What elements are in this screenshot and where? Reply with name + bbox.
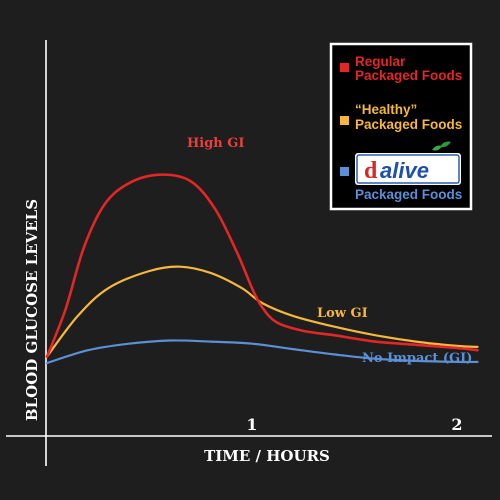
y-axis-title: BLOOD GLUCOSE LEVELS [23, 199, 41, 421]
annotation-no-impact: No Impact (GI) [362, 351, 472, 366]
dalive-logo: d alive [355, 141, 461, 185]
dalive-logo-d: d [364, 158, 378, 184]
legend-label-healthy-line2: Packaged Foods [355, 117, 462, 132]
legend-swatch-healthy [340, 116, 349, 125]
leaf-icon [432, 145, 442, 151]
annotation-low-gi: Low GI [317, 306, 368, 321]
series-layer [45, 173, 479, 365]
legend-label-dalive: Packaged Foods [355, 187, 462, 202]
x-tick-label-2: 2 [451, 415, 462, 434]
legend-label-healthy-line1: “Healthy” [355, 102, 417, 117]
leaf-icon-2 [440, 141, 451, 148]
dalive-logo-alive: alive [380, 158, 429, 183]
series-line-healthy [45, 265, 479, 358]
annotation-high-gi: High GI [187, 136, 244, 151]
series-line-dalive [45, 339, 479, 365]
x-tick-label-1: 1 [246, 415, 257, 434]
legend-swatch-dalive [340, 167, 349, 176]
series-line-regular [45, 173, 479, 358]
dalive-logo-border [356, 154, 460, 184]
legend-swatch-regular [340, 63, 349, 72]
legend: Regular Packaged Foods “Healthy” Package… [329, 42, 473, 211]
legend-label-regular-line1: Regular [355, 54, 406, 69]
x-axis-title: TIME / HOURS [204, 447, 330, 465]
legend-label-regular-line2: Packaged Foods [355, 68, 462, 83]
dalive-logo-background [355, 153, 461, 185]
